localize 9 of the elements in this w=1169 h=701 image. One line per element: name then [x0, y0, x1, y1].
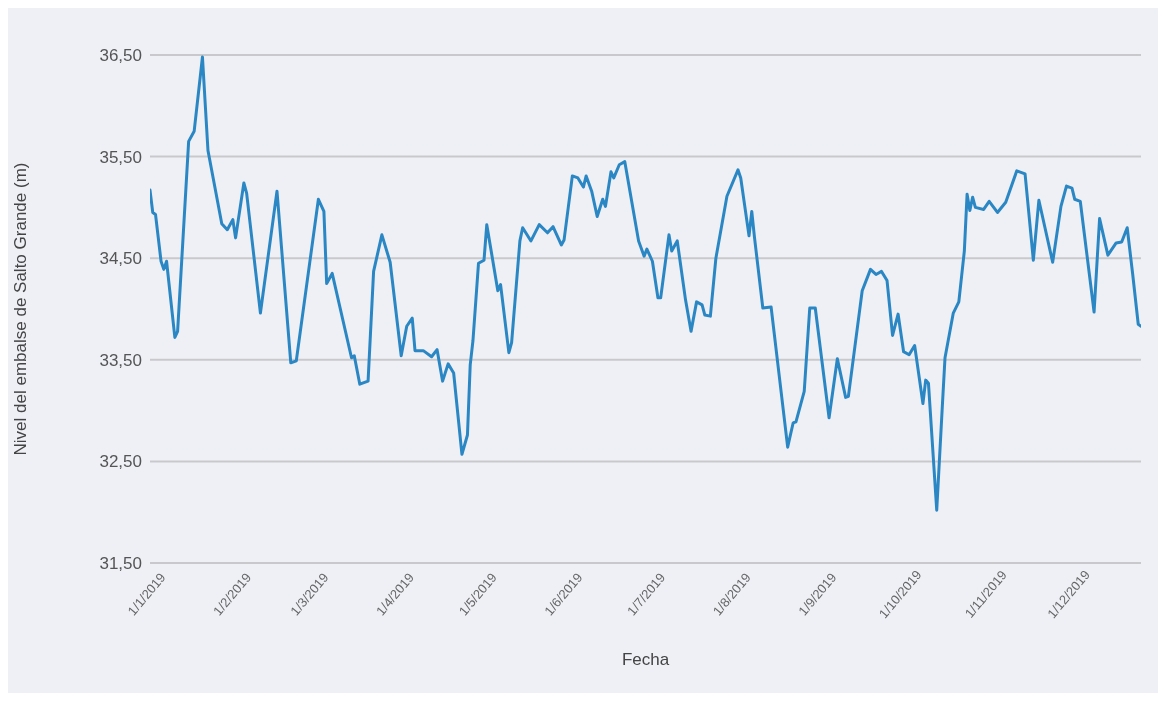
y-tick-label: 34,50 — [99, 249, 142, 269]
y-tick-label: 33,50 — [99, 350, 142, 370]
y-tick-label: 31,50 — [99, 554, 142, 574]
y-tick-label: 35,50 — [99, 147, 142, 167]
y-axis-title: Nivel del embalse de Salto Grande (m) — [11, 162, 31, 456]
line-series — [150, 55, 1141, 512]
x-axis-title: Fecha — [621, 650, 670, 669]
y-tick-label: 32,50 — [99, 452, 142, 472]
y-tick-label: 36,50 — [99, 46, 142, 66]
